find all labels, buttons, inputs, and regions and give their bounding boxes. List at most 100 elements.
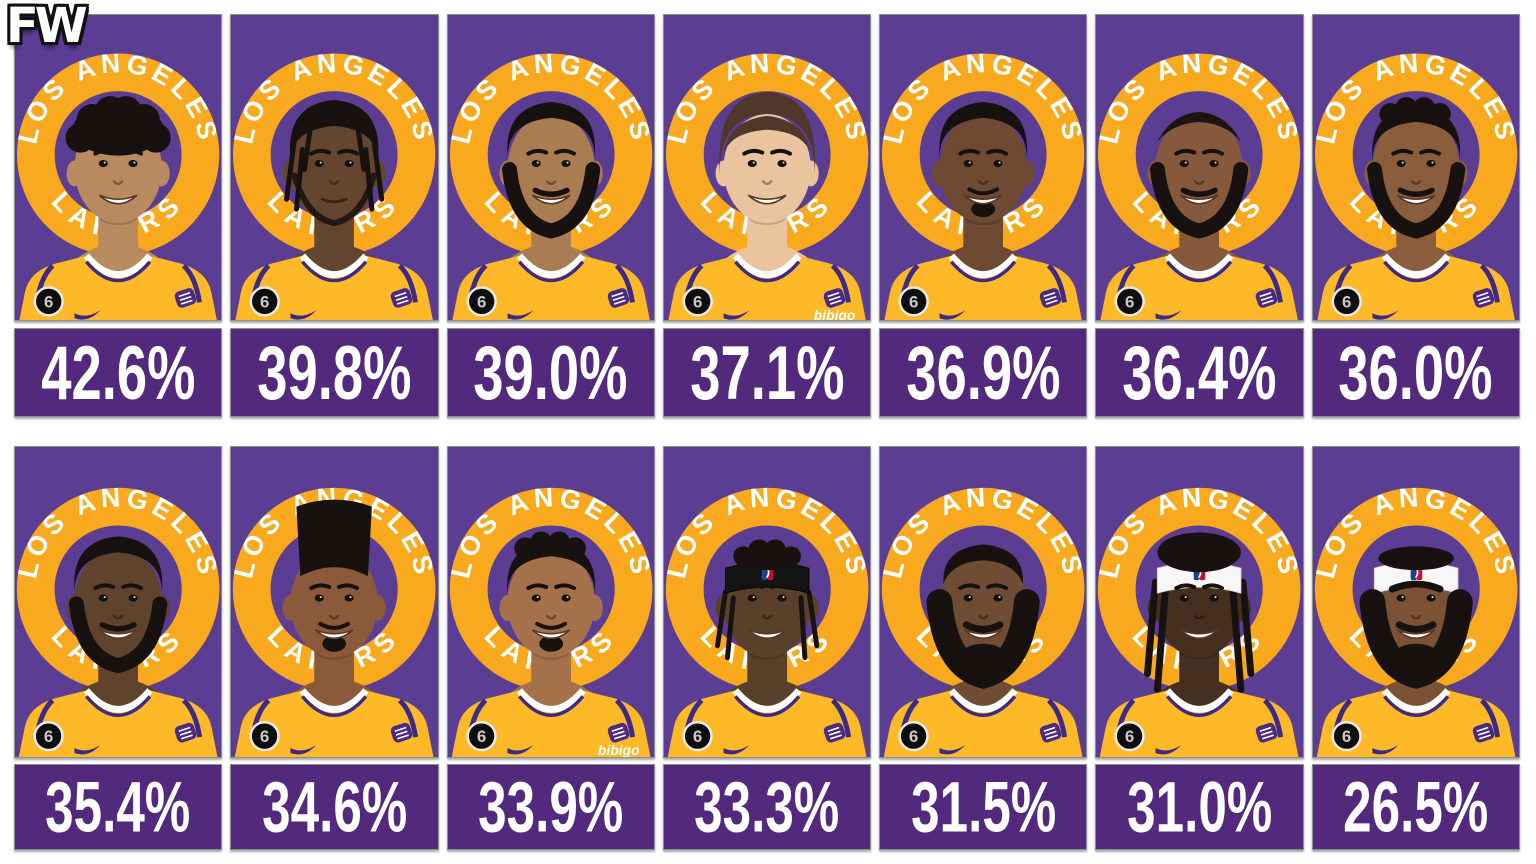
- svg-text:6: 6: [693, 292, 702, 311]
- face: [290, 548, 379, 658]
- jersey: [668, 255, 866, 320]
- svg-text:6: 6: [693, 727, 702, 746]
- player-card: LOS ANGELES LAKERS 6: [1095, 14, 1304, 321]
- player-portrait: LOS ANGELES LAKERS 6: [231, 482, 436, 757]
- pct-value: 39.0%: [473, 329, 628, 416]
- jersey: [1316, 690, 1516, 757]
- sponsor-patch-icon: [174, 722, 197, 743]
- percentage-row-2: 35.4% 34.6% 33.9% 33.3% 31.5% 31.0% 26.5…: [0, 764, 1536, 850]
- player-card: LOS ANGELES LAKERS 6: [1311, 14, 1520, 321]
- svg-text:6: 6: [44, 727, 53, 746]
- pct-value: 36.9%: [906, 329, 1061, 416]
- player-card: LOS ANGELES LAKERS 6: [14, 446, 223, 758]
- nike-swoosh-icon: [290, 310, 317, 320]
- sponsor-patch-icon: [607, 288, 629, 308]
- pct-badge: 33.9%: [446, 764, 655, 850]
- player-card: LOS ANGELES LAKERS 6: [230, 14, 439, 321]
- nike-swoosh-icon: [939, 745, 966, 755]
- shoulder-patch-6: 6: [249, 286, 281, 317]
- pct-value: 36.4%: [1122, 329, 1277, 416]
- shoulder-patch-6: 6: [465, 720, 497, 752]
- player-card: LOS ANGELES LAKERS 6: [662, 446, 872, 758]
- svg-text:6: 6: [1125, 727, 1134, 746]
- nike-swoosh-icon: [939, 310, 966, 320]
- player-portrait: LOS ANGELES LAKERS 6: [1096, 482, 1301, 757]
- jersey: [19, 255, 217, 320]
- face: [1372, 113, 1460, 224]
- pct-value: 37.1%: [689, 329, 845, 416]
- svg-text:6: 6: [260, 292, 269, 311]
- pct-value: 33.9%: [478, 766, 624, 848]
- player-portrait: LOS ANGELES LAKERS 6: [448, 48, 652, 320]
- player-photo-row-2: LOS ANGELES LAKERS 6: [0, 446, 1536, 758]
- pct-badge: 35.4%: [14, 764, 223, 850]
- sponsor-patch-icon: [1039, 722, 1062, 743]
- pct-badge: 34.6%: [230, 764, 439, 850]
- svg-text:6: 6: [909, 292, 918, 311]
- svg-text:6: 6: [44, 292, 53, 311]
- sponsor-patch-icon: [1039, 288, 1062, 308]
- pct-badge: 31.5%: [879, 764, 1088, 850]
- sponsor-patch-icon: [391, 722, 413, 743]
- player-card: LOS ANGELES LAKERS 6: [1311, 446, 1520, 758]
- player-portrait: LOS ANGELES LAKERS 6: [15, 482, 220, 757]
- pct-value: 39.8%: [257, 329, 412, 416]
- nike-swoosh-icon: [1372, 745, 1398, 755]
- player-card: LOS ANGELES LAKERS 6 bibigo: [662, 14, 872, 321]
- jersey: [235, 690, 434, 757]
- pct-badge: 39.0%: [446, 328, 655, 417]
- pct-badge: 26.5%: [1311, 764, 1520, 850]
- sponsor-patch-icon: [1256, 288, 1278, 308]
- sponsor-patch-icon: [1472, 288, 1494, 308]
- pct-value: 34.6%: [261, 766, 408, 848]
- jersey: [18, 690, 218, 757]
- pct-value: 26.5%: [1343, 766, 1489, 848]
- sponsor-patch-icon: [1472, 722, 1495, 743]
- sponsor-patch-icon: [174, 288, 197, 308]
- jersey: [451, 690, 651, 757]
- shoulder-patch-6: 6: [898, 720, 929, 752]
- shoulder-patch-6: 6: [1331, 720, 1362, 752]
- svg-text:6: 6: [476, 727, 485, 746]
- sponsor-patch-icon: [390, 288, 413, 308]
- sponsor-patch-icon: [1256, 722, 1278, 743]
- shoulder-patch-6: 6: [249, 720, 281, 752]
- pct-value: 33.3%: [694, 766, 840, 848]
- face: [1155, 113, 1244, 224]
- player-portrait: LOS ANGELES LAKERS 6: [1313, 482, 1517, 757]
- svg-text:6: 6: [260, 727, 269, 746]
- player-card: LOS ANGELES LAKERS 6: [1095, 446, 1304, 758]
- pct-badge: 42.6%: [14, 328, 223, 417]
- player-card: LOS ANGELES LAKERS 6: [879, 446, 1088, 758]
- pct-value: 31.5%: [910, 766, 1056, 848]
- fw-watermark-logo: FW: [6, 0, 88, 54]
- player-portrait: LOS ANGELES LAKERS 6: [664, 482, 868, 757]
- shoulder-patch-6: 6: [33, 286, 64, 317]
- jersey: [884, 255, 1083, 320]
- nike-swoosh-icon: [723, 310, 750, 320]
- jersey: [451, 255, 650, 320]
- nike-swoosh-icon: [1155, 310, 1182, 320]
- player-card: LOS ANGELES LAKERS 6: [14, 14, 223, 321]
- sponsor-patch-icon: [823, 722, 846, 743]
- svg-text:6: 6: [1342, 292, 1351, 311]
- shoulder-patch-6: 6: [1331, 286, 1362, 317]
- nike-swoosh-icon: [723, 745, 750, 755]
- pct-badge: 36.0%: [1311, 328, 1520, 417]
- nike-swoosh-icon: [290, 745, 317, 755]
- svg-text:6: 6: [1125, 292, 1134, 311]
- shoulder-patch-6: 6: [466, 286, 497, 317]
- player-portrait: LOS ANGELES LAKERS 6 bibigo: [664, 48, 868, 320]
- shoulder-patch-6: 6: [1115, 286, 1146, 317]
- pct-badge: 31.0%: [1095, 764, 1304, 850]
- nike-swoosh-icon: [1155, 745, 1182, 755]
- face: [939, 548, 1027, 658]
- pct-badge: 36.9%: [879, 328, 1088, 417]
- pct-badge: 36.4%: [1095, 328, 1304, 417]
- face: [507, 113, 595, 224]
- player-card: LOS ANGELES LAKERS 6: [446, 14, 655, 321]
- player-portrait: LOS ANGELES LAKERS 6 bibigo: [448, 482, 652, 757]
- sponsor-text: bibigo: [814, 307, 856, 320]
- player-photo-row-1: LOS ANGELES LAKERS 6: [0, 14, 1536, 321]
